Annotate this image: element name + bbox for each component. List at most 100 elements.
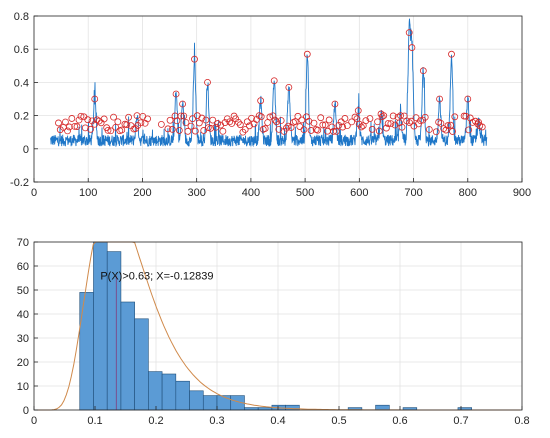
peak-marker bbox=[417, 117, 424, 125]
peak-marker bbox=[204, 79, 211, 86]
peak-marker bbox=[284, 122, 292, 130]
peak-marker bbox=[261, 125, 269, 132]
peak-marker bbox=[55, 119, 62, 127]
peak-marker bbox=[362, 117, 370, 125]
peak-marker bbox=[62, 118, 69, 126]
peak-marker bbox=[462, 112, 470, 120]
peak-marker bbox=[110, 113, 117, 121]
peak-marker bbox=[375, 127, 383, 135]
peak-marker bbox=[191, 55, 198, 63]
peak-marker bbox=[84, 116, 92, 124]
top-y-tick-label: 0.4 bbox=[14, 77, 29, 89]
histogram-bar bbox=[161, 373, 177, 411]
peak-marker bbox=[248, 114, 255, 122]
peak-marker bbox=[282, 124, 290, 132]
peak-marker bbox=[319, 121, 327, 129]
top-plot-area bbox=[34, 16, 522, 182]
peak-marker bbox=[172, 90, 180, 98]
peak-marker bbox=[246, 122, 253, 130]
peak-marker bbox=[341, 115, 349, 122]
histogram-annotation: P(X)>0.63; X=-0.12839 bbox=[100, 271, 213, 283]
peak-marker bbox=[354, 107, 362, 115]
top-x-tick-label: 400 bbox=[242, 187, 260, 199]
peak-marker bbox=[100, 115, 108, 123]
histogram-bar bbox=[175, 380, 190, 411]
peak-marker bbox=[118, 126, 126, 134]
peak-marker bbox=[325, 116, 333, 124]
bottom-x-tick-label: 0 bbox=[31, 415, 37, 427]
peak-marker bbox=[182, 119, 190, 126]
bottom-histogram-chart: 0 0.1 0.2 0.3 0.4 0.5 0.6 0.7 0.8 0 10 20 30 40 50 60 70… bbox=[17, 237, 530, 427]
peak-marker bbox=[257, 97, 265, 105]
peak-marker bbox=[168, 125, 176, 133]
peak-marker bbox=[398, 123, 406, 131]
peak-marker bbox=[77, 112, 85, 120]
peak-marker bbox=[269, 112, 277, 120]
peak-marker bbox=[125, 113, 132, 121]
bottom-y-tick-label: 0 bbox=[23, 405, 29, 417]
peak-marker bbox=[189, 115, 196, 123]
peak-marker bbox=[478, 123, 486, 131]
peak-marker bbox=[465, 126, 473, 134]
peak-marker bbox=[88, 117, 96, 125]
peak-marker bbox=[104, 127, 112, 134]
peak-marker bbox=[173, 117, 181, 125]
peak-marker bbox=[378, 113, 386, 121]
peak-marker bbox=[442, 126, 450, 134]
top-x-tick-label: 700 bbox=[404, 187, 422, 199]
peak-marker bbox=[114, 118, 122, 126]
peak-marker bbox=[68, 115, 76, 122]
peak-marker bbox=[209, 116, 217, 124]
histogram-bar bbox=[216, 395, 232, 411]
peak-marker bbox=[73, 123, 81, 130]
peak-marker bbox=[294, 112, 302, 120]
peak-marker bbox=[343, 122, 351, 130]
signal-line bbox=[49, 18, 488, 148]
peak-marker bbox=[298, 116, 306, 124]
peak-marker bbox=[207, 124, 215, 132]
peak-marker bbox=[425, 126, 433, 133]
peak-marker bbox=[198, 114, 206, 122]
peak-marker bbox=[91, 95, 99, 103]
peak-marker bbox=[444, 122, 452, 129]
histogram-bar bbox=[375, 404, 390, 411]
peak-marker bbox=[177, 112, 185, 120]
peak-marker bbox=[380, 112, 388, 120]
top-x-tick-label: 800 bbox=[459, 187, 477, 199]
bottom-y-tick-label: 10 bbox=[17, 381, 29, 393]
bottom-y-tick-label: 30 bbox=[17, 333, 29, 345]
peak-marker bbox=[384, 120, 392, 127]
peak-marker bbox=[266, 113, 274, 121]
peak-marker bbox=[448, 50, 455, 58]
histogram-bar bbox=[148, 371, 163, 411]
peak-marker bbox=[307, 127, 315, 134]
bottom-y-tick-label: 60 bbox=[17, 261, 29, 273]
peak-marker bbox=[374, 118, 381, 126]
top-x-tick-label: 900 bbox=[513, 187, 531, 199]
bottom-x-tick-label: 0.8 bbox=[514, 415, 529, 427]
peak-marker bbox=[421, 113, 429, 121]
bottom-y-tick-label: 20 bbox=[17, 357, 29, 369]
peak-marker bbox=[437, 119, 445, 127]
peak-marker bbox=[335, 121, 343, 129]
histogram-bar bbox=[79, 292, 94, 411]
histogram-bar bbox=[189, 390, 204, 411]
peak-marker bbox=[219, 127, 227, 135]
peak-marker bbox=[166, 116, 174, 124]
peak-marker bbox=[87, 125, 94, 133]
bottom-x-tick-label: 0.7 bbox=[453, 415, 468, 427]
peak-marker bbox=[175, 127, 183, 134]
peak-marker bbox=[285, 83, 293, 91]
peak-marker bbox=[241, 126, 249, 133]
peak-marker bbox=[257, 113, 265, 121]
top-x-tick-label: 100 bbox=[79, 187, 97, 199]
bottom-x-tick-label: 0.1 bbox=[87, 415, 102, 427]
peak-marker bbox=[191, 127, 199, 135]
peak-marker bbox=[236, 121, 244, 129]
peak-marker bbox=[351, 113, 359, 121]
peak-marker bbox=[123, 121, 131, 129]
peak-marker bbox=[432, 128, 440, 136]
peak-marker bbox=[65, 123, 73, 131]
peak-marker bbox=[157, 120, 165, 128]
